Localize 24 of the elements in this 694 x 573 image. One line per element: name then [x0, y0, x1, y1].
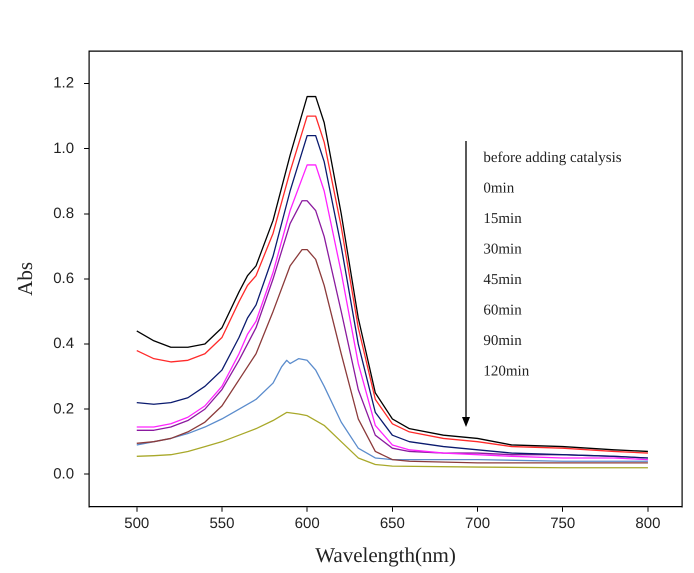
x-tick-label: 600 [294, 514, 320, 532]
y-axis-title: Abs [13, 262, 38, 296]
y-tick-label: 0.4 [53, 335, 74, 352]
x-tick-label: 550 [209, 514, 234, 532]
x-tick-label: 500 [124, 514, 150, 532]
annotation: 45min [483, 272, 522, 288]
y-tick-label: 0.6 [53, 270, 74, 288]
annotation: 30min [483, 241, 522, 258]
annotation: 120min [483, 363, 530, 380]
annotation: 90min [483, 332, 522, 349]
y-tick-label: 0.0 [53, 465, 74, 482]
annotation: 60min [483, 302, 522, 318]
y-tick-label: 0.2 [53, 400, 74, 418]
x-tick-label: 650 [380, 514, 405, 532]
x-axis-title: Wavelength(nm) [315, 542, 456, 567]
x-tick-label: 750 [550, 514, 576, 532]
annotation: before adding catalysis [483, 150, 622, 166]
y-tick-label: 1.0 [53, 140, 74, 157]
annotation: 15min [483, 210, 522, 227]
y-tick-label: 1.2 [53, 74, 74, 92]
y-tick-label: 0.8 [53, 204, 74, 222]
annotation: 0min [483, 180, 515, 196]
x-tick-label: 800 [635, 514, 660, 532]
x-tick-label: 700 [465, 514, 490, 532]
